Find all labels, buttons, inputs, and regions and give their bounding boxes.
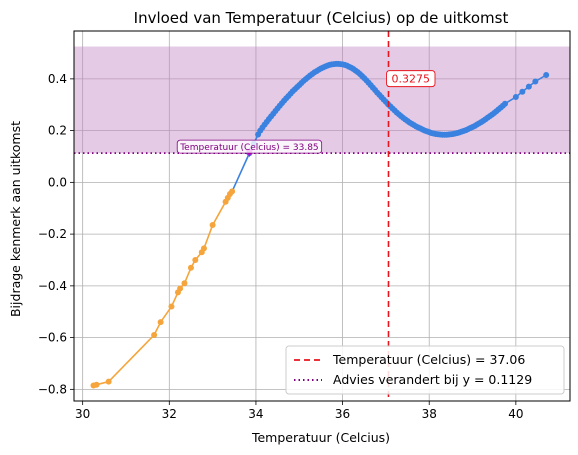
y-tick-label: −0.4 — [38, 279, 67, 293]
series-below-point — [168, 303, 175, 310]
series-below-point — [177, 285, 184, 292]
y-tick-label: 0.2 — [48, 124, 67, 138]
x-tick-label: 36 — [335, 407, 350, 421]
series-below-point — [187, 264, 194, 271]
legend: Temperatuur (Celcius) = 37.06 Advies vera… — [285, 345, 565, 395]
series-below-line — [93, 190, 233, 387]
series-above-point — [502, 100, 509, 107]
grid — [74, 31, 570, 401]
crossing-label-box — [176, 139, 323, 154]
crossing-label: Temperatuur (Celcius) = 33.85 — [179, 143, 318, 153]
x-tick-label: 34 — [248, 407, 263, 421]
y-tick-label: −0.8 — [38, 382, 67, 396]
series-points — [90, 60, 550, 389]
series-above-point — [532, 78, 539, 85]
legend-threshold-label: Advies verandert bij y = 0.1129 — [333, 372, 532, 387]
x-tick-label: 38 — [422, 407, 437, 421]
reference-lines — [74, 31, 570, 401]
series-above-point — [512, 93, 519, 100]
y-tick-label: 0.4 — [48, 72, 67, 86]
series-below-point — [200, 245, 207, 252]
legend-box — [285, 345, 565, 395]
series-below-point — [192, 256, 199, 263]
series-connector — [231, 152, 251, 192]
plot-frame — [73, 30, 571, 402]
x-tick-label: 30 — [75, 407, 90, 421]
axes: 30 32 34 36 38 40 −0.8 −0.6 −0.4 −0.2 0.0 0.2 0.4 — [38, 30, 571, 421]
band-layer — [74, 46, 570, 154]
series-below-point — [229, 188, 236, 195]
y-tick-label: 0.0 — [48, 175, 67, 189]
series-below-point — [209, 222, 216, 229]
x-tick-label: 32 — [162, 407, 177, 421]
legend-current-label: Temperatuur (Celcius) = 37.06 — [332, 352, 525, 367]
series-above-point — [525, 83, 532, 90]
series-above-point — [519, 88, 526, 95]
chart-title: Invloed van Temperatuur (Celcius) op de … — [134, 9, 509, 27]
annotations: Temperatuur (Celcius) = 33.85 0.3275 — [176, 70, 436, 158]
current-value-label: 0.3275 — [391, 73, 430, 86]
y-axis-label: Bijdrage kenmerk aan uitkomst — [8, 121, 23, 317]
series-above-point — [543, 71, 550, 78]
series-below-point — [181, 280, 188, 287]
y-tick-label: −0.6 — [38, 331, 67, 345]
x-axis-label: Temperatuur (Celcius) — [251, 430, 390, 445]
series-below-point — [105, 378, 112, 385]
current-value-label-box — [386, 70, 436, 88]
x-tick-label: 40 — [508, 407, 523, 421]
series-below-point — [157, 319, 164, 326]
series-below-point — [151, 332, 158, 339]
series-below-point — [93, 381, 100, 388]
y-tick-label: −0.2 — [38, 227, 67, 241]
advice-band — [74, 46, 570, 154]
